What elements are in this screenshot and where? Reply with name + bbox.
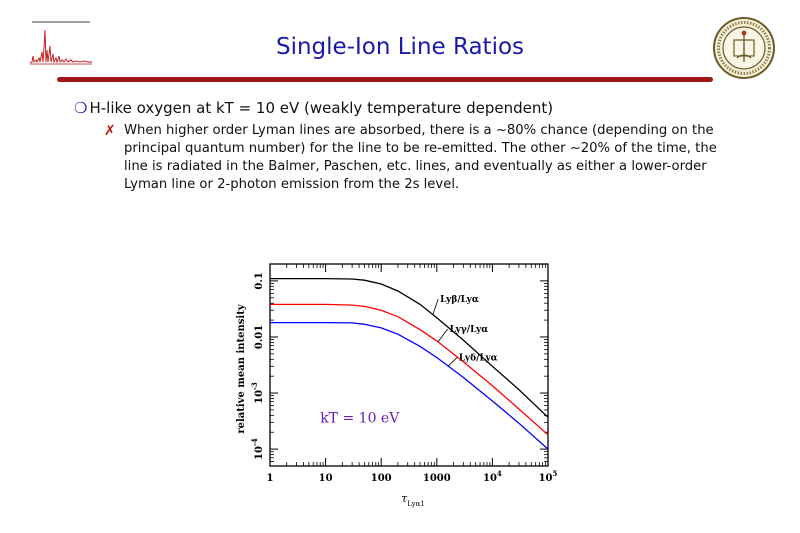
y-tick-label-2: 10-3 <box>250 382 265 404</box>
bullet-level-1: ❍ H-like oxygen at kT = 10 eV (weakly tem… <box>74 99 553 117</box>
series-label-1: Lyγ/Lyα <box>450 325 489 335</box>
hollow-circle-bullet-icon: ❍ <box>74 99 88 117</box>
y-tick-label-1: 0.01 <box>254 325 265 349</box>
series-label-2: Lyδ/Lyα <box>459 354 498 364</box>
x-tick-label-2: 100 <box>371 473 392 484</box>
plot-frame <box>269 263 549 467</box>
chart-annotation: kT = 10 eV <box>320 410 400 426</box>
x-tick-label-1: 10 <box>319 473 333 484</box>
slide-title: Single-Ion Line Ratios <box>275 34 525 60</box>
series-line-1 <box>270 303 549 436</box>
line-ratio-chart: 1 10 100 1000 104 105 0.1 0.01 10-3 10-4relative … <box>236 263 558 508</box>
y-tick-label-0: 0.1 <box>254 272 265 289</box>
bullet-1-text: H-like oxygen at kT = 10 eV (weakly temp… <box>89 99 554 117</box>
x-mark-bullet-icon: ✗ <box>104 123 116 139</box>
series-leader-2 <box>447 357 458 367</box>
x-tick-label-3: 1000 <box>423 473 451 484</box>
spectrum-logo-icon <box>29 21 92 65</box>
institute-seal-icon <box>713 17 775 79</box>
x-tick-label-4: 104 <box>483 469 502 484</box>
series-line-2 <box>270 321 549 450</box>
x-axis-label: τLyα1 <box>401 492 425 508</box>
series-line-0 <box>270 277 549 418</box>
bullet-level-2: ✗ When higher order Lyman lines are abso… <box>104 122 724 194</box>
series-leader-0 <box>432 298 439 315</box>
bullet-2-text: When higher order Lyman lines are absorb… <box>124 123 717 192</box>
series-leader-1 <box>437 328 448 343</box>
series-label-0: Lyβ/Lyα <box>440 295 479 305</box>
title-divider <box>57 77 713 82</box>
y-axis-label: relative mean intensity <box>236 303 247 434</box>
x-tick-label-0: 1 <box>267 473 274 484</box>
x-tick-label-5: 105 <box>539 469 558 484</box>
y-tick-label-3: 10-4 <box>250 438 265 460</box>
